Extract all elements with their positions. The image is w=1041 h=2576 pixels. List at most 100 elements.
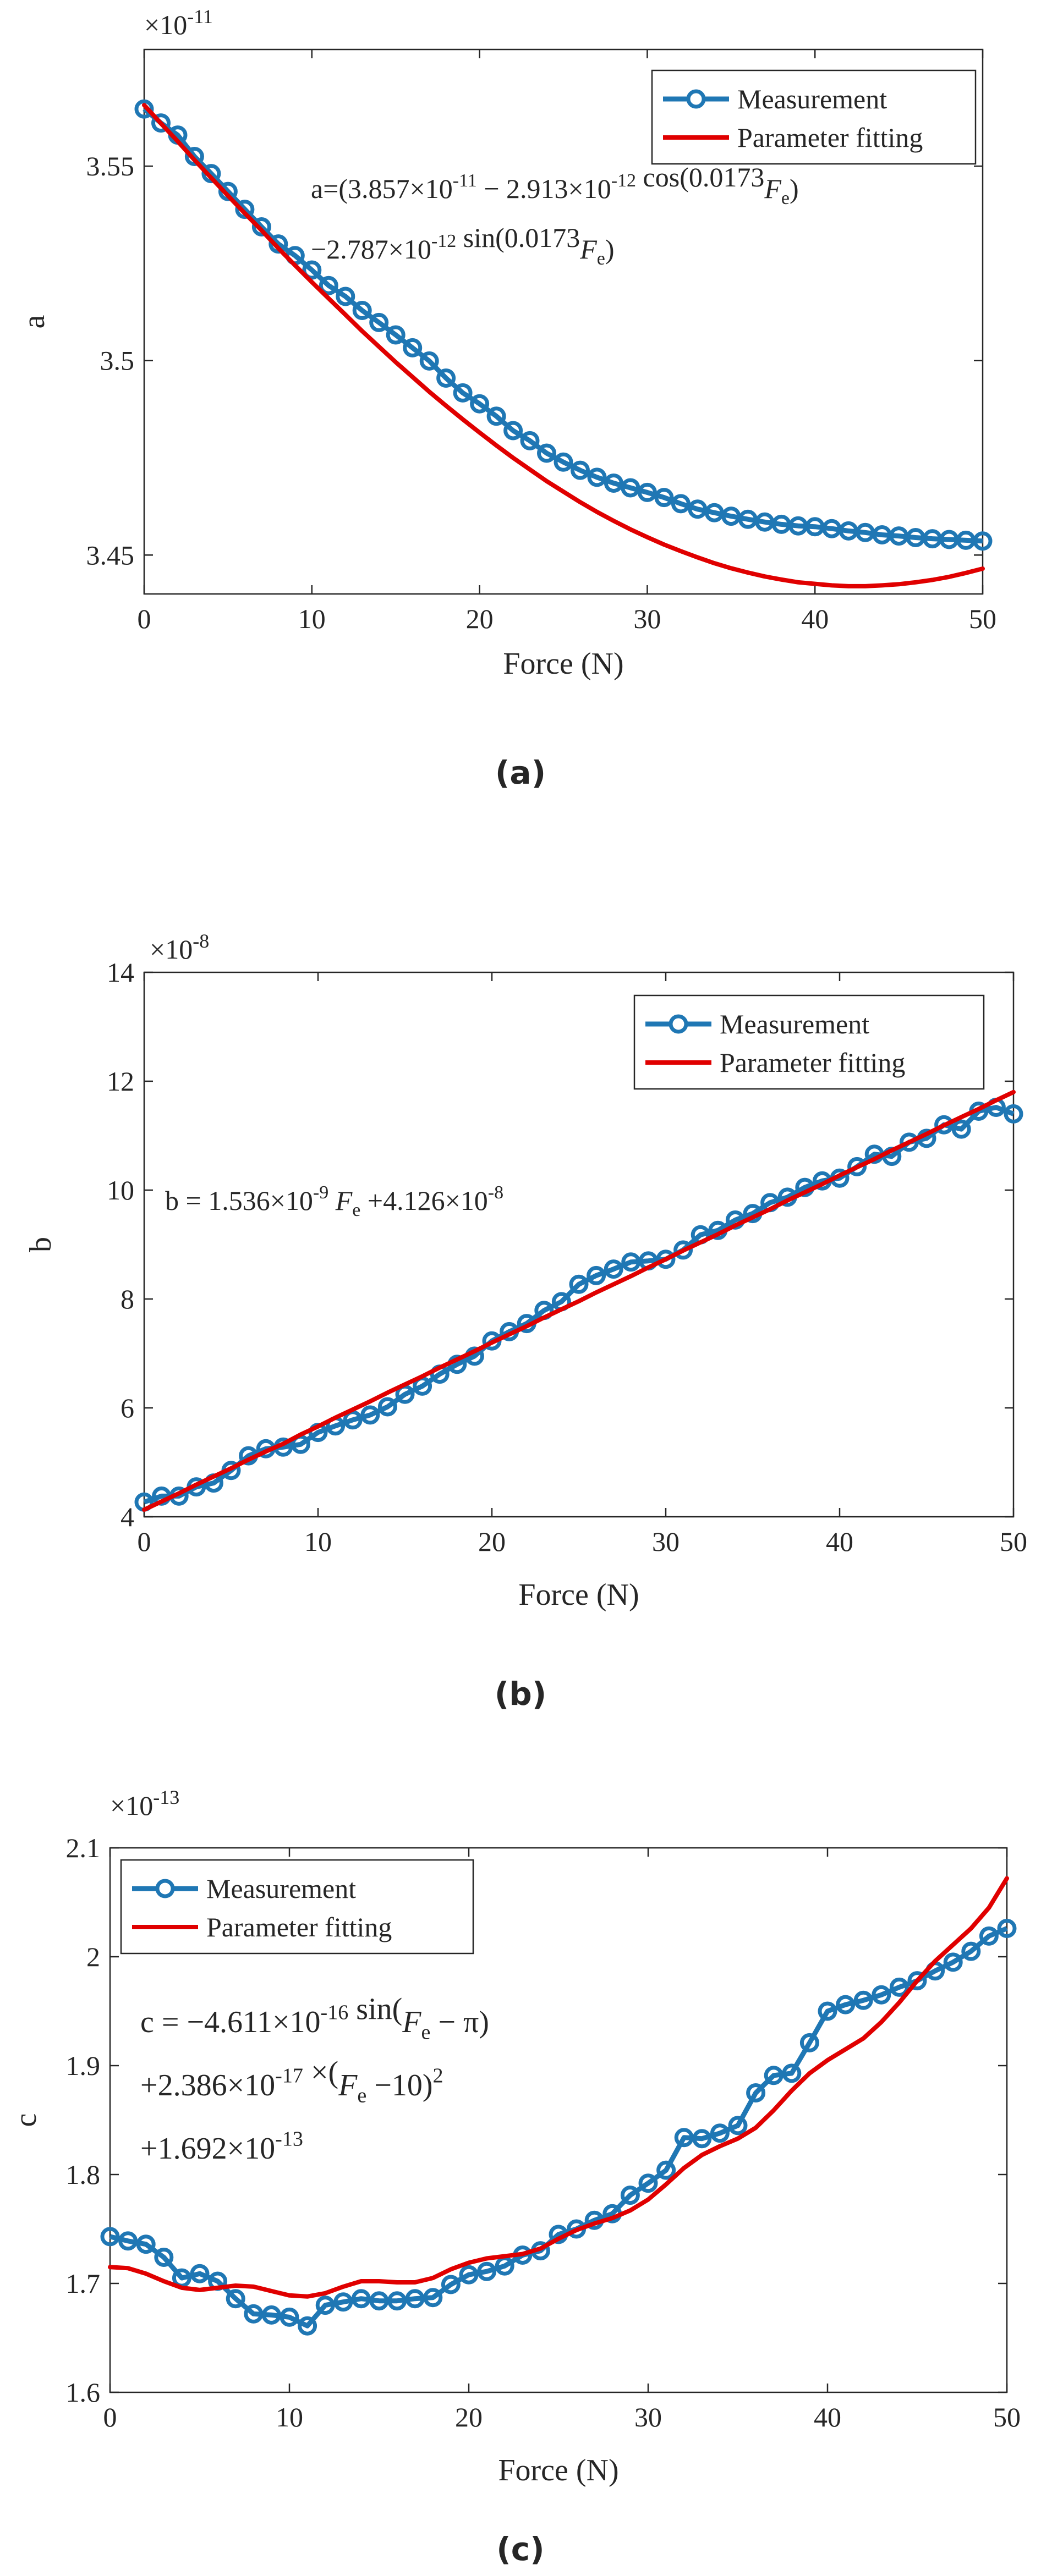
measurement-point: [688, 499, 708, 519]
x-tick-label: 40: [801, 603, 829, 634]
x-tick-label: 10: [276, 2402, 303, 2432]
equation-annotation: c = −4.611×10-16 sin(Fe − π) +2.386×10-17…: [140, 1992, 489, 2166]
measurement-point: [979, 1926, 999, 1946]
y-axis-label: a: [17, 315, 51, 328]
measurement-point: [692, 2129, 712, 2149]
x-tick-label: 40: [814, 2402, 841, 2432]
equation-line: a=(3.857×10-11 − 2.913×10-12 cos(0.0173F…: [311, 162, 799, 208]
x-tick-label: 50: [1000, 1526, 1027, 1557]
chart-panel-2: 0 10 20 30 40 50 4 6 8 10 12 14 ×10-8 Force (N) b Measu…: [24, 930, 1027, 1713]
measurement-point: [459, 2265, 479, 2285]
equation-annotation: a=(3.857×10-11 − 2.913×10-12 cos(0.0173F…: [311, 162, 799, 269]
equation-line: −2.787×10-12 sin(0.0173Fe): [311, 222, 615, 269]
legend-measurement-label: Measurement: [737, 84, 887, 114]
measurement-point: [587, 467, 607, 487]
legend-measurement-label: Measurement: [720, 1009, 869, 1039]
measurement-point: [377, 1397, 397, 1417]
equation-annotation: b = 1.536×10-9 Fe +4.126×10-8: [165, 1174, 503, 1220]
measurement-point: [836, 1995, 856, 2014]
measurement-point: [782, 2063, 802, 2083]
measurement-point: [184, 147, 204, 166]
measurement-point: [343, 1410, 363, 1430]
measurement-point: [298, 2316, 317, 2336]
x-tick-label: 0: [138, 603, 151, 634]
measurement-point: [656, 1250, 676, 1269]
x-axis-label: Force (N): [503, 647, 623, 681]
y-tick-label: 3.5: [100, 345, 135, 376]
measurement-point: [818, 2001, 837, 2021]
measurement-point: [847, 1157, 867, 1176]
measurement-point: [973, 531, 993, 551]
measurement-point: [520, 431, 540, 450]
axes-box: [143, 48, 984, 595]
measurement-point: [674, 2128, 694, 2148]
legend-box: [651, 69, 977, 165]
measurement-point: [503, 421, 523, 441]
legend-fit-label: Parameter fitting: [720, 1047, 905, 1078]
measurement-point: [899, 1132, 919, 1152]
equation-line: +2.386×10-17 ×(Fe −10)2: [140, 2056, 443, 2107]
x-axis-label: Force (N): [498, 2453, 618, 2487]
x-tick-label: 20: [466, 603, 494, 634]
measurement-point: [997, 1919, 1017, 1938]
measurement-point: [244, 2304, 264, 2324]
y-exponent-label: ×10-8: [150, 930, 209, 965]
measurement-point: [419, 351, 439, 371]
chart-panel-1: 0 10 20 30 40 50 3.45 3.5 3.55 ×10-11 Force (N) a Me…: [17, 5, 996, 791]
y-tick-label: 12: [107, 1066, 134, 1097]
fit-line: [142, 103, 985, 588]
equation-line: +1.692×10-13: [140, 2128, 303, 2166]
measurement-point: [201, 164, 221, 184]
measurement-point: [470, 394, 490, 414]
y-exponent-label: ×10-11: [144, 5, 213, 40]
measurement-point: [269, 234, 288, 254]
measurement-point: [638, 2173, 658, 2193]
measurement-point: [604, 474, 623, 493]
measurement-point: [799, 2033, 819, 2052]
measurement-point: [218, 181, 238, 201]
x-tick-label: 50: [993, 2402, 1021, 2432]
measurement-point: [118, 2231, 138, 2251]
measurement-point: [604, 1259, 623, 1279]
measurement-point: [853, 1990, 873, 2010]
measurement-point: [537, 443, 556, 463]
y-axis-label: c: [9, 2113, 43, 2127]
measurement-point: [151, 113, 171, 133]
panel-label: (a): [495, 754, 546, 791]
measurement-point: [251, 217, 271, 236]
measurement-point: [889, 1977, 909, 1997]
measurement-point: [261, 2305, 281, 2325]
measurement-point: [746, 2083, 766, 2102]
measurement-point: [423, 2288, 443, 2308]
measurement-point: [764, 2066, 784, 2085]
measurement-markers: [134, 99, 993, 551]
measurement-point: [872, 1985, 891, 2005]
fit-line: [108, 1876, 1009, 2299]
legend-box: [633, 994, 985, 1090]
legend-fit-label: Parameter fitting: [206, 1912, 392, 1942]
measurement-point: [403, 338, 423, 357]
measurement-point: [654, 488, 674, 508]
equation-line: c = −4.611×10-16 sin(Fe − π): [140, 1992, 489, 2044]
measurement-point: [336, 287, 355, 306]
measurement-point: [728, 2116, 748, 2135]
measurement-markers: [100, 1919, 1017, 2336]
x-tick-label: 0: [103, 2402, 117, 2432]
fit-line: [142, 1089, 1016, 1512]
legend: Measurement Parameter fitting: [651, 69, 977, 165]
measurement-point: [571, 460, 590, 480]
x-axis-label: Force (N): [518, 1578, 639, 1612]
x-tick-label: 20: [478, 1526, 506, 1557]
y-tick-label: 2.1: [66, 1832, 101, 1863]
measurement-point: [369, 2291, 389, 2311]
x-tick-label: 10: [298, 603, 326, 634]
measurement-point: [280, 2307, 299, 2327]
y-tick-label: 14: [107, 957, 134, 988]
measurement-point: [587, 1265, 606, 1285]
axes-box: [109, 1847, 1008, 2393]
equation-line: b = 1.536×10-9 Fe +4.126×10-8: [165, 1174, 503, 1220]
measurement-point: [386, 325, 406, 345]
measurement-point: [333, 2292, 353, 2312]
legend-measurement-marker: [155, 1879, 175, 1898]
